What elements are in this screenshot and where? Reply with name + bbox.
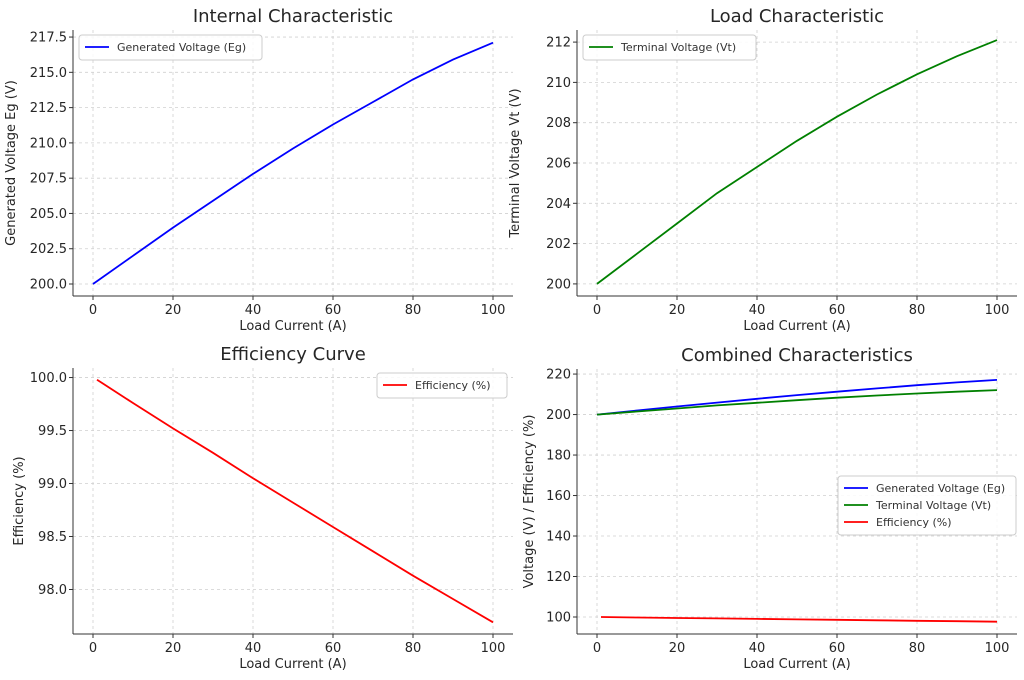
legend: Efficiency (%): [376, 372, 508, 399]
x-tick-label: 0: [593, 303, 601, 318]
x-tick-label: 60: [829, 641, 846, 656]
y-tick-label: 140: [546, 530, 571, 545]
legend-box: [78, 34, 263, 61]
y-tick-label: 210: [546, 76, 571, 91]
chart-title: Internal Characteristic: [193, 6, 393, 27]
legend-label: Generated Voltage (Eg): [876, 482, 1005, 495]
chart-title: Combined Characteristics: [681, 345, 913, 366]
y-tick-label: 98.0: [38, 583, 67, 598]
y-tick-label: 160: [546, 489, 571, 504]
x-tick-label: 100: [481, 641, 506, 656]
x-tick-label: 40: [749, 641, 766, 656]
x-tick-label: 0: [89, 641, 97, 656]
legend: Generated Voltage (Eg) Terminal Voltage (…: [837, 475, 1017, 536]
x-tick-label: 60: [829, 303, 846, 318]
x-tick-label: 20: [165, 303, 182, 318]
x-tick-label: 0: [593, 641, 601, 656]
subplot-2: 0 20 40 60 80 100 200 202 204 206 208 210 212 Load Ch…: [508, 6, 1017, 334]
y-tick-label: 99.0: [38, 477, 67, 492]
legend-label: Terminal Voltage (Vt): [620, 41, 736, 54]
series-line-1: [96, 378, 494, 624]
x-axis-label: Load Current (A): [743, 657, 850, 672]
x-tick-label: 80: [405, 303, 422, 318]
x-tick-label: 40: [245, 303, 262, 318]
x-tick-label: 80: [405, 641, 422, 656]
chart-title: Load Characteristic: [710, 6, 884, 27]
series-line-1: [92, 41, 494, 285]
y-tick-label: 210.0: [30, 136, 67, 151]
x-axis-label: Load Current (A): [239, 319, 346, 334]
y-tick-label: 207.5: [30, 172, 67, 187]
y-tick-label: 99.5: [38, 424, 67, 439]
legend-label: Generated Voltage (Eg): [117, 41, 246, 54]
x-tick-label: 100: [985, 641, 1010, 656]
legend-box: [837, 475, 1017, 536]
x-tick-label: 0: [89, 303, 97, 318]
y-tick-label: 180: [546, 449, 571, 464]
subplot-1: 0 20 40 60 80 100 200.0 202.5 205.0 207.5 210.0 212…: [4, 6, 513, 334]
legend-box: [582, 34, 757, 61]
x-tick-label: 20: [669, 641, 686, 656]
y-tick-label: 202: [546, 237, 571, 252]
subplot-4: 0 20 40 60 80 100 100 120 140 160 180 200 220 Combine…: [522, 345, 1017, 672]
x-tick-label: 100: [481, 303, 506, 318]
y-tick-label: 208: [546, 116, 571, 131]
x-tick-label: 80: [909, 641, 926, 656]
x-tick-label: 100: [985, 303, 1010, 318]
y-axis-label: Generated Voltage Eg (V): [4, 80, 19, 246]
y-tick-label: 206: [546, 157, 571, 172]
x-tick-label: 20: [669, 303, 686, 318]
legend: Terminal Voltage (Vt): [582, 34, 757, 61]
y-tick-label: 205.0: [30, 207, 67, 222]
x-axis-label: Load Current (A): [743, 319, 850, 334]
y-tick-label: 98.5: [38, 530, 67, 545]
y-tick-label: 217.5: [30, 31, 67, 46]
subplot-3: 0 20 40 60 80 100 98.0 98.5 99.0 99.5 100.0 Efficie…: [12, 344, 513, 672]
y-tick-label: 212.5: [30, 101, 67, 116]
x-tick-label: 60: [325, 641, 342, 656]
y-tick-label: 204: [546, 197, 571, 212]
x-axis-label: Load Current (A): [239, 657, 346, 672]
y-tick-label: 212: [546, 36, 571, 51]
legend-label: Terminal Voltage (Vt): [875, 499, 991, 512]
legend-label: Efficiency (%): [415, 379, 491, 392]
x-tick-label: 80: [909, 303, 926, 318]
y-tick-label: 120: [546, 570, 571, 585]
x-tick-label: 40: [749, 303, 766, 318]
y-axis-label: Terminal Voltage Vt (V): [508, 88, 523, 238]
x-tick-label: 20: [165, 641, 182, 656]
chart-title: Efficiency Curve: [220, 344, 366, 365]
y-tick-label: 215.0: [30, 66, 67, 81]
y-tick-label: 202.5: [30, 242, 67, 257]
legend: Generated Voltage (Eg): [78, 34, 263, 61]
x-tick-label: 40: [245, 641, 262, 656]
y-axis-label: Voltage (V) / Efficiency (%): [522, 415, 537, 589]
series-line-3: [600, 616, 998, 623]
y-tick-label: 200: [546, 277, 571, 292]
y-tick-label: 100.0: [30, 371, 67, 386]
y-tick-label: 200: [546, 408, 571, 423]
series-line-2: [596, 389, 998, 416]
y-tick-label: 220: [546, 368, 571, 383]
series-line-1: [596, 379, 998, 416]
y-axis-label: Efficiency (%): [12, 456, 27, 545]
y-tick-label: 200.0: [30, 278, 67, 293]
legend-label: Efficiency (%): [876, 516, 952, 529]
legend-box: [376, 372, 508, 399]
x-tick-label: 60: [325, 303, 342, 318]
y-tick-label: 100: [546, 610, 571, 625]
series-line-1: [596, 39, 998, 285]
